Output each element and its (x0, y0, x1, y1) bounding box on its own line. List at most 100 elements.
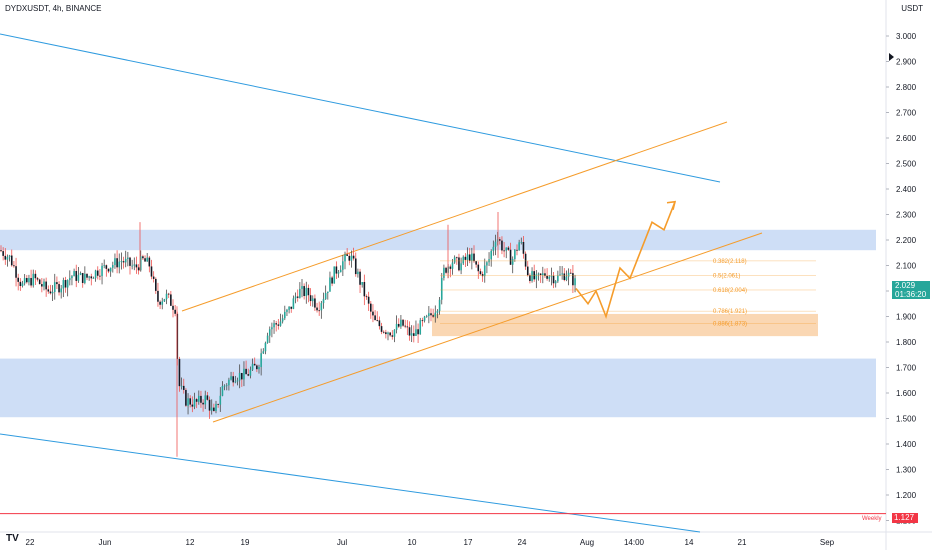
candle-body (354, 258, 357, 275)
candle-body (17, 277, 19, 282)
candle-body (376, 320, 379, 321)
candle-body (408, 327, 411, 336)
y-tick-label: 1.700 (896, 364, 917, 373)
x-tick-label: 14:00 (624, 538, 645, 547)
candle-body (137, 267, 140, 271)
candle-body (290, 306, 293, 309)
candle-body (90, 276, 93, 279)
x-tick-label: Jun (99, 538, 112, 547)
candle-body (370, 303, 372, 312)
candle-body (241, 372, 243, 380)
candle-body (574, 278, 576, 286)
candle-body (365, 296, 368, 298)
y-tick-label: 2.600 (896, 134, 917, 143)
candle-body (19, 281, 22, 287)
candle-body (0, 250, 2, 252)
candle-body (114, 258, 116, 266)
candle-body (60, 288, 62, 293)
y-tick-label: 1.800 (896, 338, 917, 347)
candle-body (163, 299, 166, 302)
y-tick-label: 2.100 (896, 262, 917, 271)
candle-body (309, 295, 312, 302)
candle-body (499, 239, 501, 241)
price-marker-icon (889, 53, 894, 61)
candle-body (305, 287, 308, 297)
candle-body (146, 257, 148, 262)
candle-body (204, 395, 207, 405)
candle-body (107, 268, 110, 272)
candle-body (251, 363, 254, 370)
candle-body (544, 273, 546, 276)
candle-body (421, 320, 424, 322)
candle-body (294, 296, 297, 299)
candle-body (477, 264, 480, 272)
currency-label[interactable]: USDT (901, 4, 923, 13)
candle-body (32, 273, 35, 286)
candle-body (350, 255, 353, 261)
candle-body (249, 369, 252, 376)
candle-body (262, 351, 265, 354)
candle-body (36, 278, 39, 280)
x-tick-label: Aug (580, 538, 594, 547)
candle-body (423, 316, 426, 321)
candle-body (361, 282, 363, 285)
candle-body (434, 312, 437, 317)
candle-body (23, 278, 26, 284)
candle-body (30, 277, 32, 286)
candle-body (509, 249, 512, 265)
channel-upper-line (181, 121, 728, 312)
candle-body (4, 255, 7, 260)
candle-body (458, 257, 460, 271)
candle-body (460, 263, 462, 271)
y-tick-label: 2.300 (896, 211, 917, 220)
fib-level-label: 0.886(1.873) (713, 321, 747, 327)
candle-body (299, 288, 301, 298)
candle-body (277, 324, 280, 326)
candle-body (172, 305, 174, 310)
candle-body (96, 270, 99, 276)
candle-body (159, 301, 161, 305)
fib-level-label: 0.382(2.118) (713, 259, 747, 265)
candle-body (195, 399, 198, 402)
candle-body (245, 368, 247, 375)
candle-body (432, 315, 434, 317)
candle-body (327, 291, 329, 293)
candle-body (135, 264, 138, 268)
candle-body (322, 299, 325, 304)
candle-body (514, 249, 516, 259)
candle-body (66, 280, 69, 288)
candle-body (215, 403, 217, 411)
candle-body (202, 402, 204, 405)
candle-body (492, 246, 495, 251)
candle-body (139, 256, 142, 271)
upper-trendline (0, 33, 721, 183)
candle-body (385, 332, 387, 335)
candle-body (133, 264, 136, 266)
candle-body (318, 310, 320, 312)
candle-body (449, 266, 452, 269)
candle-body (406, 326, 409, 328)
candle-body (206, 395, 209, 400)
candle-body (47, 289, 50, 292)
candle-body (387, 332, 389, 335)
candle-body (213, 407, 215, 411)
projection-arrowhead (666, 200, 677, 210)
candle-body (21, 283, 24, 287)
candle-body (281, 318, 284, 322)
candle-body (243, 368, 245, 380)
candle-body (404, 325, 406, 327)
candle-body (81, 273, 84, 283)
candle-body (208, 399, 211, 411)
candle-body (303, 286, 305, 297)
y-tick-label: 2.700 (896, 109, 917, 118)
candle-body (62, 280, 65, 289)
tradingview-logo-icon[interactable]: TV (6, 533, 19, 544)
candle-body (471, 253, 473, 261)
candle-body (539, 273, 542, 276)
candle-body (475, 261, 477, 265)
candle-body (234, 381, 237, 383)
candle-body (79, 273, 82, 275)
candle-body (75, 271, 78, 281)
candle-body (483, 265, 486, 277)
